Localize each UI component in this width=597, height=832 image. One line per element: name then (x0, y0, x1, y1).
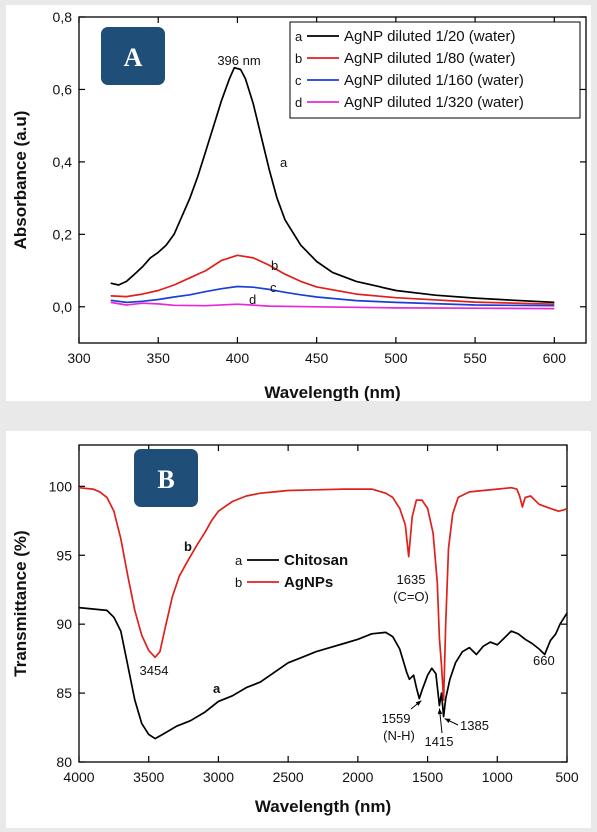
legend-label: AgNP diluted 1/20 (water) (344, 28, 515, 45)
transmittance-chart: 4000 3500 3000 2500 2000 1500 1000 500 80 85 90 95 1… (11, 444, 579, 816)
annotation-curve-b: b (184, 539, 192, 554)
y-tick-label: 95 (56, 547, 72, 563)
legend-label: Chitosan (284, 552, 348, 569)
series-line-agnp-diluted-1-80-water- (110, 254, 555, 306)
x-tick-label: 550 (463, 350, 487, 366)
arrow-1559-head (415, 700, 422, 706)
legend-label: AgNPs (284, 574, 333, 591)
x-tick-label: 4000 (63, 769, 94, 785)
x-tick-label: 1500 (412, 769, 443, 785)
plot-frame (78, 16, 587, 344)
y-tick-label: 0,4 (53, 154, 73, 170)
arrow-1415-head (437, 708, 443, 715)
x-tick-label: 350 (147, 350, 171, 366)
x-tick-label: 1000 (482, 769, 513, 785)
absorbance-chart: 300 350 400 450 500 550 600 0,0 0,2 0,4 0,6 0,8 Wave… (11, 9, 587, 401)
x-tick-label: 2500 (273, 769, 304, 785)
x-tick-label: 3500 (133, 769, 164, 785)
legend-label: AgNP diluted 1/160 (water) (344, 72, 524, 89)
legend-letter: a (235, 553, 243, 568)
panel-badge (101, 27, 165, 85)
annotation-660: 660 (533, 653, 555, 668)
arrow-1385-head (444, 718, 451, 724)
series-line-chitosan (78, 606, 568, 740)
annotation-c-o: (C=O) (393, 589, 429, 604)
y-tick-label: 90 (56, 616, 72, 632)
annotation-n-h: (N-H) (383, 728, 415, 743)
legend-letter: a (295, 29, 303, 44)
annotation-1385: 1385 (460, 718, 489, 733)
legend-letter: c (295, 73, 302, 88)
annotation-curve-a: a (280, 155, 288, 170)
x-tick-label: 400 (226, 350, 250, 366)
annotation-curve-b: b (271, 258, 278, 273)
panel-b-ftir: 4000 3500 3000 2500 2000 1500 1000 500 80 85 90 95 1… (6, 431, 591, 828)
y-tick-label: 0,0 (53, 299, 73, 315)
series-line-agnp-diluted-1-320-water- (110, 301, 555, 310)
plot-frame (78, 444, 568, 763)
y-tick-label: 80 (56, 754, 72, 770)
annotation-1559: 1559 (382, 711, 411, 726)
x-axis-title: Wavelength (nm) (264, 383, 400, 401)
y-tick-label: 0,2 (53, 226, 73, 242)
series-line-agnp-diluted-1-20-water- (110, 66, 555, 304)
y-tick-label: 0,6 (53, 81, 73, 97)
x-tick-label: 3000 (203, 769, 234, 785)
annotation-curve-d: d (249, 292, 256, 307)
annotation-1635: 1635 (397, 572, 426, 587)
y-axis-title: Absorbance (a.u) (11, 111, 30, 250)
y-axis-title: Transmittance (%) (11, 530, 30, 676)
series-line-agnp-diluted-1-160-water- (110, 285, 555, 307)
x-axis-title: Wavelength (nm) (255, 797, 391, 816)
x-tick-label: 2000 (342, 769, 373, 785)
y-tick-label: 0,8 (53, 9, 73, 25)
legend-label: AgNP diluted 1/80 (water) (344, 50, 515, 67)
legend-label: AgNP diluted 1/320 (water) (344, 94, 524, 111)
x-tick-label: 500 (384, 350, 408, 366)
annotation-1415: 1415 (425, 734, 454, 749)
annotation-curve-a: a (213, 681, 221, 696)
panel-a-uv-vis: 300 350 400 450 500 550 600 0,0 0,2 0,4 0,6 0,8 Wave… (6, 5, 591, 401)
legend-letter: b (295, 51, 302, 66)
annotation-curve-c: c (270, 280, 277, 295)
x-tick-label: 450 (305, 350, 329, 366)
annotation-peak-396nm: 396 nm (217, 53, 260, 68)
panel-badge (134, 449, 198, 507)
panel-badge-label: A (124, 43, 143, 72)
legend-letter: b (235, 575, 242, 590)
x-tick-label: 300 (67, 350, 91, 366)
x-tick-label: 500 (555, 769, 579, 785)
series-line-agnps (78, 486, 568, 701)
y-tick-label: 100 (49, 478, 73, 494)
legend-letter: d (295, 95, 302, 110)
x-tick-label: 600 (543, 350, 567, 366)
annotation-3454: 3454 (140, 663, 169, 678)
panel-badge-label: B (157, 465, 174, 494)
y-tick-label: 85 (56, 685, 72, 701)
